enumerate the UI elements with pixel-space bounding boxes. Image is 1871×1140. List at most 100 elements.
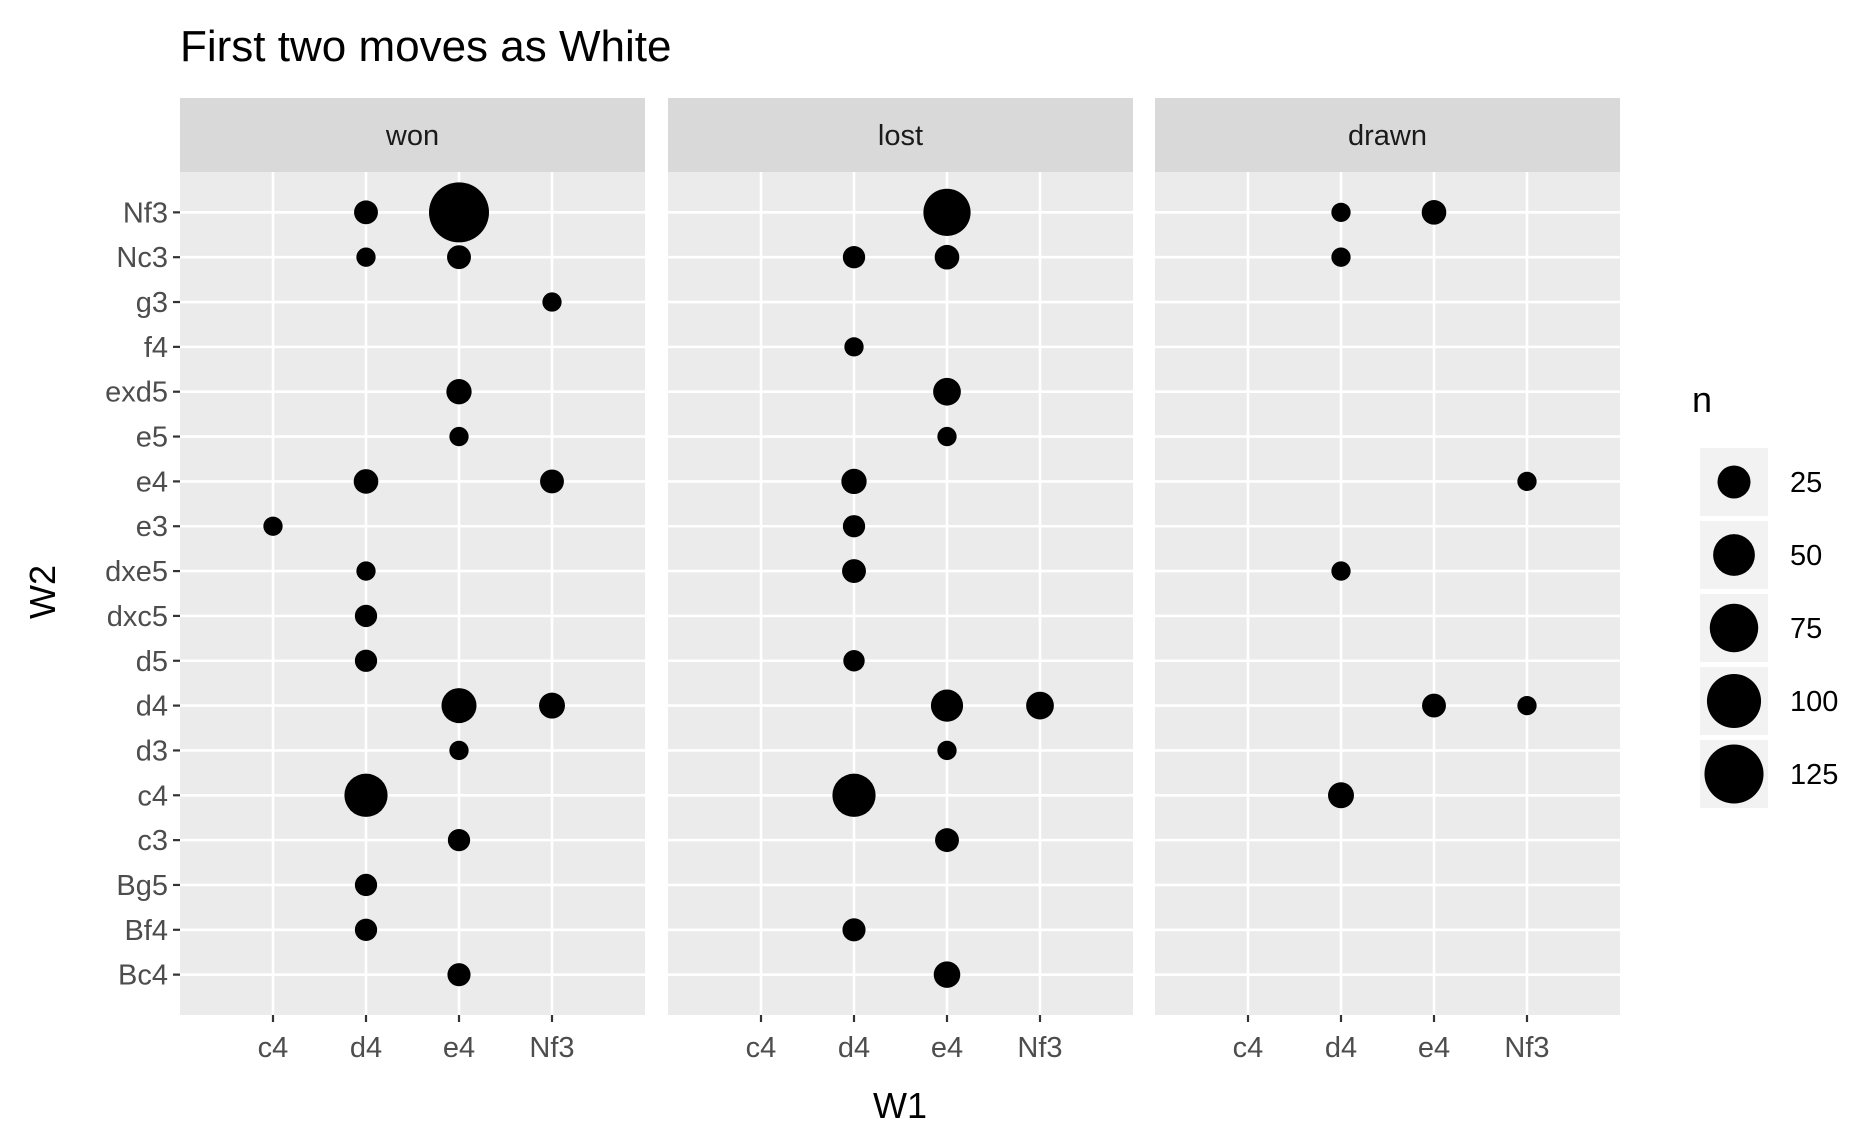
data-point <box>934 244 960 270</box>
data-point <box>842 515 866 538</box>
data-point <box>1328 782 1354 809</box>
x-tick-label: e4 <box>443 1032 475 1064</box>
data-point <box>354 604 378 628</box>
data-point <box>354 918 378 941</box>
data-point <box>844 337 864 357</box>
size-legend: n 25 50 75 100 125 <box>1692 379 1838 808</box>
x-tick-label: Nf3 <box>529 1032 574 1064</box>
legend-point <box>1717 465 1751 499</box>
data-point <box>1331 202 1351 223</box>
y-tick-label: e3 <box>136 511 168 543</box>
data-point <box>923 188 971 236</box>
chart-title: First two moves as White <box>180 22 671 71</box>
data-point <box>447 245 471 270</box>
y-tick-label: Bf4 <box>124 915 168 947</box>
facet-strip <box>1155 98 1620 172</box>
y-tick-label: Bg5 <box>116 870 168 902</box>
x-tick-label: Nf3 <box>1017 1032 1062 1064</box>
data-point <box>842 918 866 942</box>
data-point <box>1331 247 1351 267</box>
data-point <box>937 426 957 447</box>
data-point <box>446 379 472 405</box>
legend-label: 125 <box>1790 759 1838 791</box>
y-tick-label: dxc5 <box>107 601 168 633</box>
data-point <box>447 828 471 852</box>
legend-label: 75 <box>1790 613 1822 645</box>
data-point <box>1517 695 1537 716</box>
x-tick-label: e4 <box>931 1032 963 1064</box>
data-point <box>843 650 865 672</box>
data-point <box>935 828 959 853</box>
data-point <box>542 292 562 312</box>
data-point <box>930 689 964 722</box>
panel-background <box>668 172 1133 1015</box>
y-tick-label: f4 <box>144 332 168 364</box>
y-tick-label: e5 <box>136 422 168 454</box>
y-tick-label: e4 <box>136 466 168 498</box>
data-point <box>447 963 471 987</box>
y-tick-label: g3 <box>136 287 168 319</box>
y-tick-label: d4 <box>136 691 168 723</box>
data-point <box>842 246 866 269</box>
data-point <box>539 692 565 719</box>
x-axis-title: W1 <box>873 1085 927 1126</box>
data-point <box>354 873 378 897</box>
panel-background <box>1155 172 1620 1015</box>
y-tick-label: d3 <box>136 735 168 767</box>
facet-strip-label: won <box>385 120 439 152</box>
data-point <box>832 773 876 817</box>
data-point <box>354 649 378 672</box>
data-point <box>263 516 283 536</box>
x-tick-label: c4 <box>1233 1032 1264 1064</box>
x-tick-label: Nf3 <box>1504 1032 1549 1064</box>
data-point <box>441 688 477 724</box>
data-point <box>449 426 469 447</box>
data-point <box>344 773 388 817</box>
data-point <box>841 468 867 495</box>
data-point <box>1421 200 1447 225</box>
data-point <box>1422 693 1446 718</box>
data-point <box>933 961 961 988</box>
facet-strip <box>180 98 645 172</box>
x-tick-label: d4 <box>1325 1032 1357 1064</box>
data-point <box>449 740 469 761</box>
legend-label: 100 <box>1790 686 1838 718</box>
facet-panel-won: won c4 d4 e4 Nf3 <box>180 98 645 1064</box>
facet-panel-lost: lost c4 d4 e4 Nf3 <box>668 98 1133 1064</box>
x-tick-label: e4 <box>1418 1032 1450 1064</box>
x-tick-label: d4 <box>350 1032 382 1064</box>
y-tick-label: d5 <box>136 646 168 678</box>
y-tick-label: Nc3 <box>116 242 168 274</box>
data-point <box>540 469 564 494</box>
legend-label: 25 <box>1790 467 1822 499</box>
data-point <box>429 182 489 243</box>
facet-panels: won c4 d4 e4 Nf3 lost c4 d4 e4 Nf3 drawn c4 d4 e4 Nf3 B… <box>105 98 1620 1064</box>
facet-panel-drawn: drawn c4 d4 e4 Nf3 <box>1155 98 1620 1064</box>
x-tick-label: c4 <box>258 1032 289 1064</box>
legend-point <box>1713 534 1755 576</box>
data-point <box>933 377 961 406</box>
legend-point <box>1704 744 1764 804</box>
legend-point <box>1706 673 1762 729</box>
data-point <box>842 559 866 584</box>
data-point <box>356 561 376 581</box>
data-point <box>1331 561 1351 581</box>
y-axis: Bc4 Bf4 Bg5 c3 c4 d3 d4 d5 dxc5 dxe5 e3 e4 e5 exd5 f4 g… <box>105 197 180 992</box>
x-tick-label: c4 <box>746 1032 777 1064</box>
facet-strip-label: drawn <box>1348 120 1427 152</box>
x-tick-label: d4 <box>838 1032 870 1064</box>
y-tick-label: dxe5 <box>105 556 168 588</box>
y-tick-label: Bc4 <box>118 960 168 992</box>
data-point <box>354 200 378 225</box>
y-tick-label: c4 <box>137 780 168 812</box>
facet-strip-label: lost <box>878 120 923 152</box>
data-point <box>1517 471 1537 492</box>
y-tick-label: c3 <box>137 825 168 857</box>
data-point <box>937 740 957 761</box>
data-point <box>1026 691 1054 720</box>
y-tick-label: exd5 <box>105 377 168 409</box>
legend-title: n <box>1692 379 1712 420</box>
legend-label: 50 <box>1790 540 1822 572</box>
y-axis-title: W2 <box>22 565 63 619</box>
